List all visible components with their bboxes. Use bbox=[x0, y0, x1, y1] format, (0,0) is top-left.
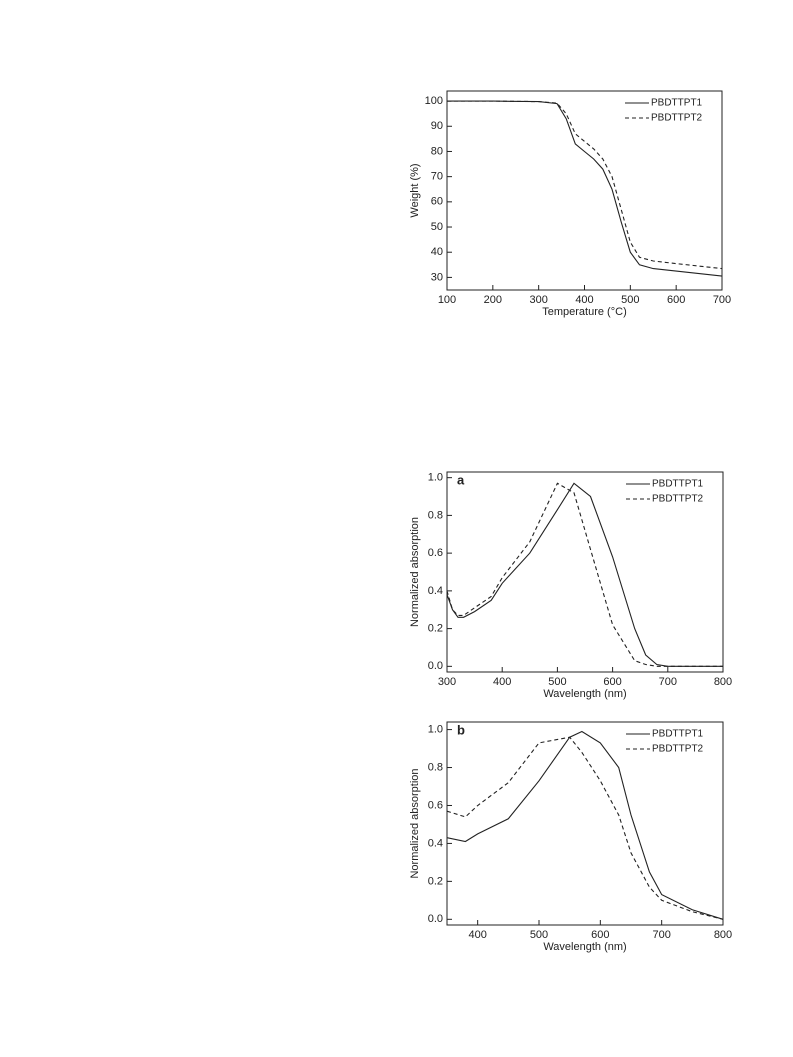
x-tick-label: 800 bbox=[714, 929, 732, 941]
x-tick-label: 600 bbox=[591, 929, 609, 941]
plot-frame bbox=[446, 471, 724, 673]
y-tick-label: 90 bbox=[431, 120, 443, 132]
x-tick-label: 700 bbox=[659, 676, 677, 688]
y-tick-label: 30 bbox=[431, 271, 443, 283]
y-tick-label: 0.0 bbox=[428, 660, 443, 672]
x-tick-label: 600 bbox=[603, 676, 621, 688]
x-tick-label: 800 bbox=[714, 676, 732, 688]
y-tick-label: 0.4 bbox=[428, 585, 443, 597]
series-line bbox=[446, 736, 724, 920]
x-tick-label: 500 bbox=[621, 294, 639, 306]
y-tick-label: 0.2 bbox=[428, 623, 443, 635]
legend-label: PBDTTPT1 bbox=[652, 729, 704, 740]
x-tick-label: 400 bbox=[575, 294, 593, 306]
y-tick-label: 100 bbox=[425, 95, 443, 107]
x-axis-title: Temperature (°C) bbox=[542, 306, 626, 318]
series-line bbox=[447, 100, 723, 277]
x-tick-label: 700 bbox=[652, 929, 670, 941]
y-tick-label: 0.6 bbox=[428, 799, 443, 811]
y-axis-title: Normalized absorption bbox=[409, 768, 421, 878]
x-tick-label: 500 bbox=[548, 676, 566, 688]
x-tick-label: 700 bbox=[713, 294, 731, 306]
panel-label: b bbox=[457, 722, 465, 737]
y-axis-title: Weight (%) bbox=[409, 163, 421, 217]
legend-label: PBDTTPT1 bbox=[652, 479, 704, 490]
x-tick-label: 500 bbox=[530, 929, 548, 941]
legend-label: PBDTTPT1 bbox=[651, 98, 703, 109]
y-tick-label: 0.8 bbox=[428, 761, 443, 773]
y-tick-label: 70 bbox=[431, 171, 443, 183]
y-tick-label: 0.6 bbox=[428, 547, 443, 559]
y-tick-label: 40 bbox=[431, 246, 443, 258]
plot-frame bbox=[446, 721, 724, 926]
x-tick-label: 600 bbox=[667, 294, 685, 306]
x-tick-label: 300 bbox=[438, 676, 456, 688]
series-line bbox=[447, 100, 723, 270]
legend-label: PBDTTPT2 bbox=[651, 113, 703, 124]
y-tick-label: 1.0 bbox=[428, 723, 443, 735]
y-tick-label: 0.8 bbox=[428, 509, 443, 521]
y-tick-label: 0.2 bbox=[428, 875, 443, 887]
y-tick-label: 60 bbox=[431, 196, 443, 208]
y-tick-label: 50 bbox=[431, 221, 443, 233]
x-tick-label: 400 bbox=[468, 929, 486, 941]
series-line bbox=[446, 482, 723, 667]
x-tick-label: 100 bbox=[438, 294, 456, 306]
legend-label: PBDTTPT2 bbox=[652, 494, 704, 505]
legend-label: PBDTTPT2 bbox=[652, 744, 704, 755]
y-tick-label: 0.4 bbox=[428, 837, 443, 849]
x-tick-label: 400 bbox=[493, 676, 511, 688]
x-tick-label: 300 bbox=[529, 294, 547, 306]
x-tick-label: 200 bbox=[484, 294, 502, 306]
y-tick-label: 0.0 bbox=[428, 913, 443, 925]
y-tick-label: 80 bbox=[431, 145, 443, 157]
series-line bbox=[446, 730, 724, 920]
panel-label: a bbox=[457, 472, 465, 487]
x-axis-title: Wavelength (nm) bbox=[543, 688, 626, 700]
y-axis-title: Normalized absorption bbox=[409, 517, 421, 627]
series-line bbox=[446, 482, 723, 667]
y-tick-label: 1.0 bbox=[428, 472, 443, 484]
x-axis-title: Wavelength (nm) bbox=[543, 941, 626, 953]
